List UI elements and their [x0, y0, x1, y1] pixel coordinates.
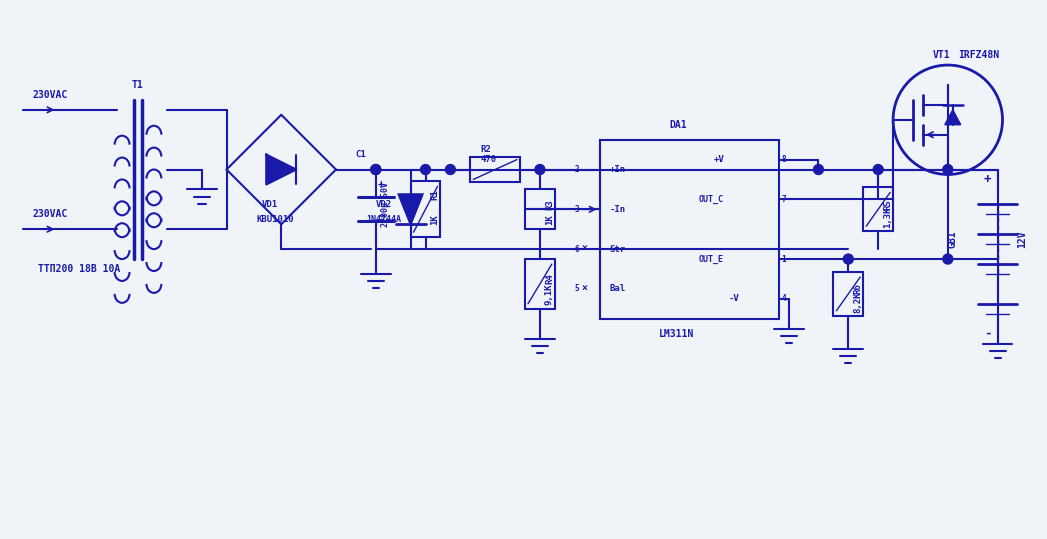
Polygon shape: [944, 110, 961, 125]
Text: LM311N: LM311N: [660, 329, 694, 338]
Text: R1: R1: [430, 189, 440, 200]
Circle shape: [535, 164, 544, 175]
Text: IRFZ48N: IRFZ48N: [958, 50, 999, 60]
Text: +V: +V: [714, 155, 725, 164]
Text: 1: 1: [782, 254, 786, 264]
Text: R2: R2: [481, 145, 491, 154]
Text: ТТП200 18В 10А: ТТП200 18В 10А: [38, 264, 119, 274]
Circle shape: [943, 254, 953, 264]
Text: C1: C1: [355, 150, 365, 159]
Text: 2: 2: [575, 165, 579, 174]
Polygon shape: [399, 195, 423, 224]
Text: GB1: GB1: [948, 230, 958, 248]
Circle shape: [943, 164, 953, 175]
Text: 230VAC: 230VAC: [32, 90, 68, 100]
Text: 1K: 1K: [430, 214, 440, 225]
Text: Bal: Bal: [609, 285, 626, 293]
Text: Str: Str: [609, 245, 626, 254]
Circle shape: [873, 164, 883, 175]
Text: -V: -V: [729, 294, 739, 303]
Text: 470: 470: [481, 155, 496, 164]
Text: +: +: [378, 179, 384, 189]
Text: 1K: 1K: [544, 214, 554, 225]
Text: R3: R3: [544, 199, 554, 210]
Text: T1: T1: [132, 80, 143, 90]
Text: ×: ×: [582, 244, 587, 254]
Text: -: -: [984, 327, 992, 340]
Bar: [410, 182, 441, 237]
Bar: [525, 189, 555, 229]
Text: 12V: 12V: [1018, 230, 1027, 248]
Text: VD2: VD2: [376, 200, 392, 209]
Polygon shape: [266, 155, 296, 184]
Text: R4: R4: [544, 274, 554, 285]
Text: OUT_C: OUT_C: [699, 195, 725, 204]
Circle shape: [371, 164, 381, 175]
Circle shape: [814, 164, 823, 175]
Text: VT1: VT1: [933, 50, 951, 60]
Text: 2200µ 50V: 2200µ 50V: [381, 182, 389, 227]
Text: 3: 3: [575, 205, 579, 214]
Bar: [470, 157, 520, 182]
Text: +In: +In: [609, 165, 626, 174]
Circle shape: [843, 254, 853, 264]
Bar: [600, 140, 779, 319]
Text: 8: 8: [782, 155, 786, 164]
Text: -In: -In: [609, 205, 626, 214]
Circle shape: [371, 164, 381, 175]
Circle shape: [445, 164, 455, 175]
Text: 1N4744A: 1N4744A: [365, 215, 401, 224]
Text: R5: R5: [883, 199, 892, 210]
Text: 7: 7: [782, 195, 786, 204]
Bar: [833, 272, 863, 316]
Text: 6: 6: [575, 245, 579, 254]
Text: DA1: DA1: [669, 120, 687, 130]
Text: 4: 4: [782, 294, 786, 303]
Text: 8,2K: 8,2K: [853, 291, 863, 313]
Text: R6: R6: [853, 284, 863, 294]
Text: +: +: [984, 173, 992, 186]
Text: ×: ×: [582, 284, 587, 294]
Text: KBU1010: KBU1010: [257, 215, 294, 224]
Bar: [863, 188, 893, 231]
Text: 5: 5: [575, 285, 579, 293]
Bar: [525, 259, 555, 309]
Circle shape: [421, 164, 430, 175]
Text: 9,1K: 9,1K: [544, 283, 554, 305]
Text: VD1: VD1: [262, 200, 277, 209]
Text: 230VAC: 230VAC: [32, 209, 68, 219]
Text: OUT_E: OUT_E: [699, 254, 725, 264]
Text: 1,3K: 1,3K: [883, 206, 892, 228]
